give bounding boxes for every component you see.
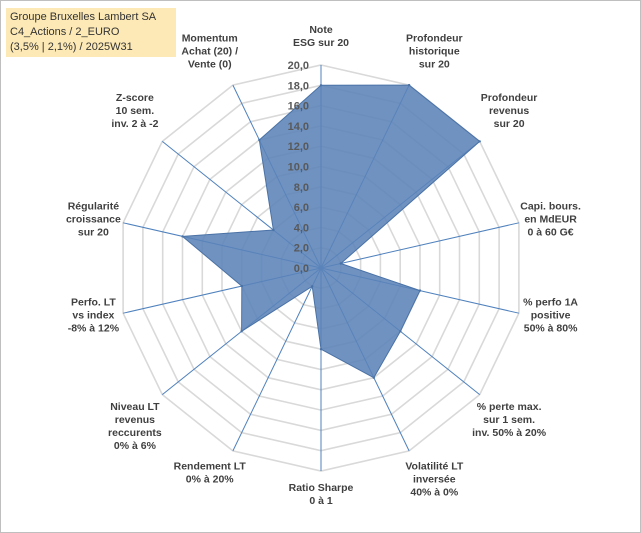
category-label: Momentum Achat (20) / Vente (0)	[181, 32, 238, 70]
tick-label: 4,0	[294, 222, 309, 234]
axis-spoke	[320, 222, 520, 269]
category-label-line: 0% à 6%	[114, 440, 157, 452]
category-label-line: en MdEUR	[524, 214, 577, 226]
category-label: Z-score 10 sem. inv. 2 à -2	[111, 92, 158, 130]
data-point	[311, 285, 314, 288]
category-label-line: positive	[531, 309, 571, 321]
category-label-line: % perfo 1A	[523, 296, 578, 308]
tick-label: 8,0	[294, 182, 309, 194]
category-label-line: vs index	[72, 309, 114, 321]
tick-label: 10,0	[288, 162, 309, 174]
data-point	[258, 138, 261, 142]
data-point	[272, 228, 275, 232]
category-label-line: revenus	[489, 105, 529, 117]
category-label-line: 50% à 80%	[524, 322, 578, 334]
tick-label: 0,0	[294, 263, 309, 275]
tick-label: 6,0	[294, 202, 309, 214]
data-point	[339, 262, 342, 265]
data-point	[319, 348, 323, 351]
category-label-line: 10 sem.	[116, 105, 155, 117]
tick-label: 18,0	[288, 80, 309, 92]
category-label: % perfo 1A positive 50% à 80%	[523, 296, 578, 334]
data-point	[319, 84, 323, 87]
category-label-line: Capi. bours.	[520, 201, 581, 213]
category-label-line: revenus	[115, 414, 155, 426]
category-label-line: Profondeur	[481, 92, 538, 104]
category-label-line: inv. 50% à 20%	[472, 427, 547, 439]
category-label-line: Profondeur	[406, 32, 463, 44]
data-point	[407, 83, 411, 87]
category-label: Capi. bours. en MdEUR 0 à 60 G€	[520, 201, 581, 239]
category-label-line: Régularité	[68, 201, 120, 213]
tick-label: 14,0	[288, 121, 309, 133]
category-label-line: Volatilité LT	[405, 461, 464, 473]
category-label-line: sur 20	[494, 118, 525, 130]
category-label-line: 40% à 0%	[410, 487, 459, 499]
category-label-line: reccurents	[108, 427, 162, 439]
category-label-line: inversée	[413, 474, 456, 486]
category-label-line: Momentum	[182, 32, 238, 44]
category-label-line: Z-score	[116, 92, 154, 104]
data-point	[240, 284, 243, 288]
category-label-line: 0 à 1	[309, 495, 333, 507]
data-point	[418, 289, 422, 292]
category-label: Note ESG sur 20	[293, 24, 349, 49]
category-label: Profondeur revenus sur 20	[481, 92, 538, 130]
chart-title-box: Groupe Bruxelles Lambert SA C4_Actions /…	[6, 8, 176, 57]
category-label-line: ESG sur 20	[293, 37, 349, 49]
category-label-line: historique	[409, 45, 460, 57]
title-line-1: Groupe Bruxelles Lambert SA	[10, 11, 157, 23]
category-label: Ratio Sharpe 0 à 1	[289, 482, 354, 507]
category-label-line: Niveau LT	[110, 401, 160, 413]
category-label-line: sur 20	[419, 58, 450, 70]
category-label: Rendement LT 0% à 20%	[174, 461, 247, 486]
axis-spoke	[232, 267, 322, 452]
tick-label: 12,0	[288, 141, 309, 153]
category-label-line: Perfo. LT	[71, 296, 116, 308]
category-label: Volatilité LT inversée 40% à 0%	[405, 461, 464, 499]
category-label: Profondeur historique sur 20	[406, 32, 463, 70]
category-label: Perfo. LT vs index -8% à 12%	[68, 296, 120, 334]
category-label-line: sur 1 sem.	[483, 414, 535, 426]
tick-label: 2,0	[294, 243, 309, 255]
category-label-line: Rendement LT	[174, 461, 247, 473]
category-label-line: sur 20	[78, 227, 109, 239]
tick-label: 16,0	[288, 101, 309, 113]
data-point	[372, 376, 375, 379]
category-label-line: croissance	[66, 214, 121, 226]
tick-label: 20,0	[288, 60, 309, 72]
data-point	[478, 140, 481, 143]
category-label-line: Achat (20) /	[181, 45, 238, 57]
data-point	[240, 330, 243, 333]
category-label-line: inv. 2 à -2	[111, 118, 158, 130]
category-label: Régularité croissance sur 20	[66, 201, 121, 239]
category-label-line: Vente (0)	[188, 58, 232, 70]
category-label-line: % perte max.	[477, 401, 542, 413]
category-label-line: Ratio Sharpe	[289, 482, 354, 494]
data-point	[181, 235, 184, 238]
category-label: Niveau LT revenus reccurents 0% à 6%	[108, 401, 162, 452]
title-line-3: (3,5% | 2,1%) / 2025W31	[10, 41, 133, 53]
category-label-line: 0% à 20%	[186, 474, 235, 486]
title-line-2: C4_Actions / 2_EURO	[10, 26, 120, 38]
data-point	[399, 330, 402, 333]
category-label-line: -8% à 12%	[68, 322, 120, 334]
category-label-line: Note	[309, 24, 332, 36]
category-label-line: 0 à 60 G€	[528, 227, 574, 239]
category-label: % perte max. sur 1 sem. inv. 50% à 20%	[472, 401, 547, 439]
